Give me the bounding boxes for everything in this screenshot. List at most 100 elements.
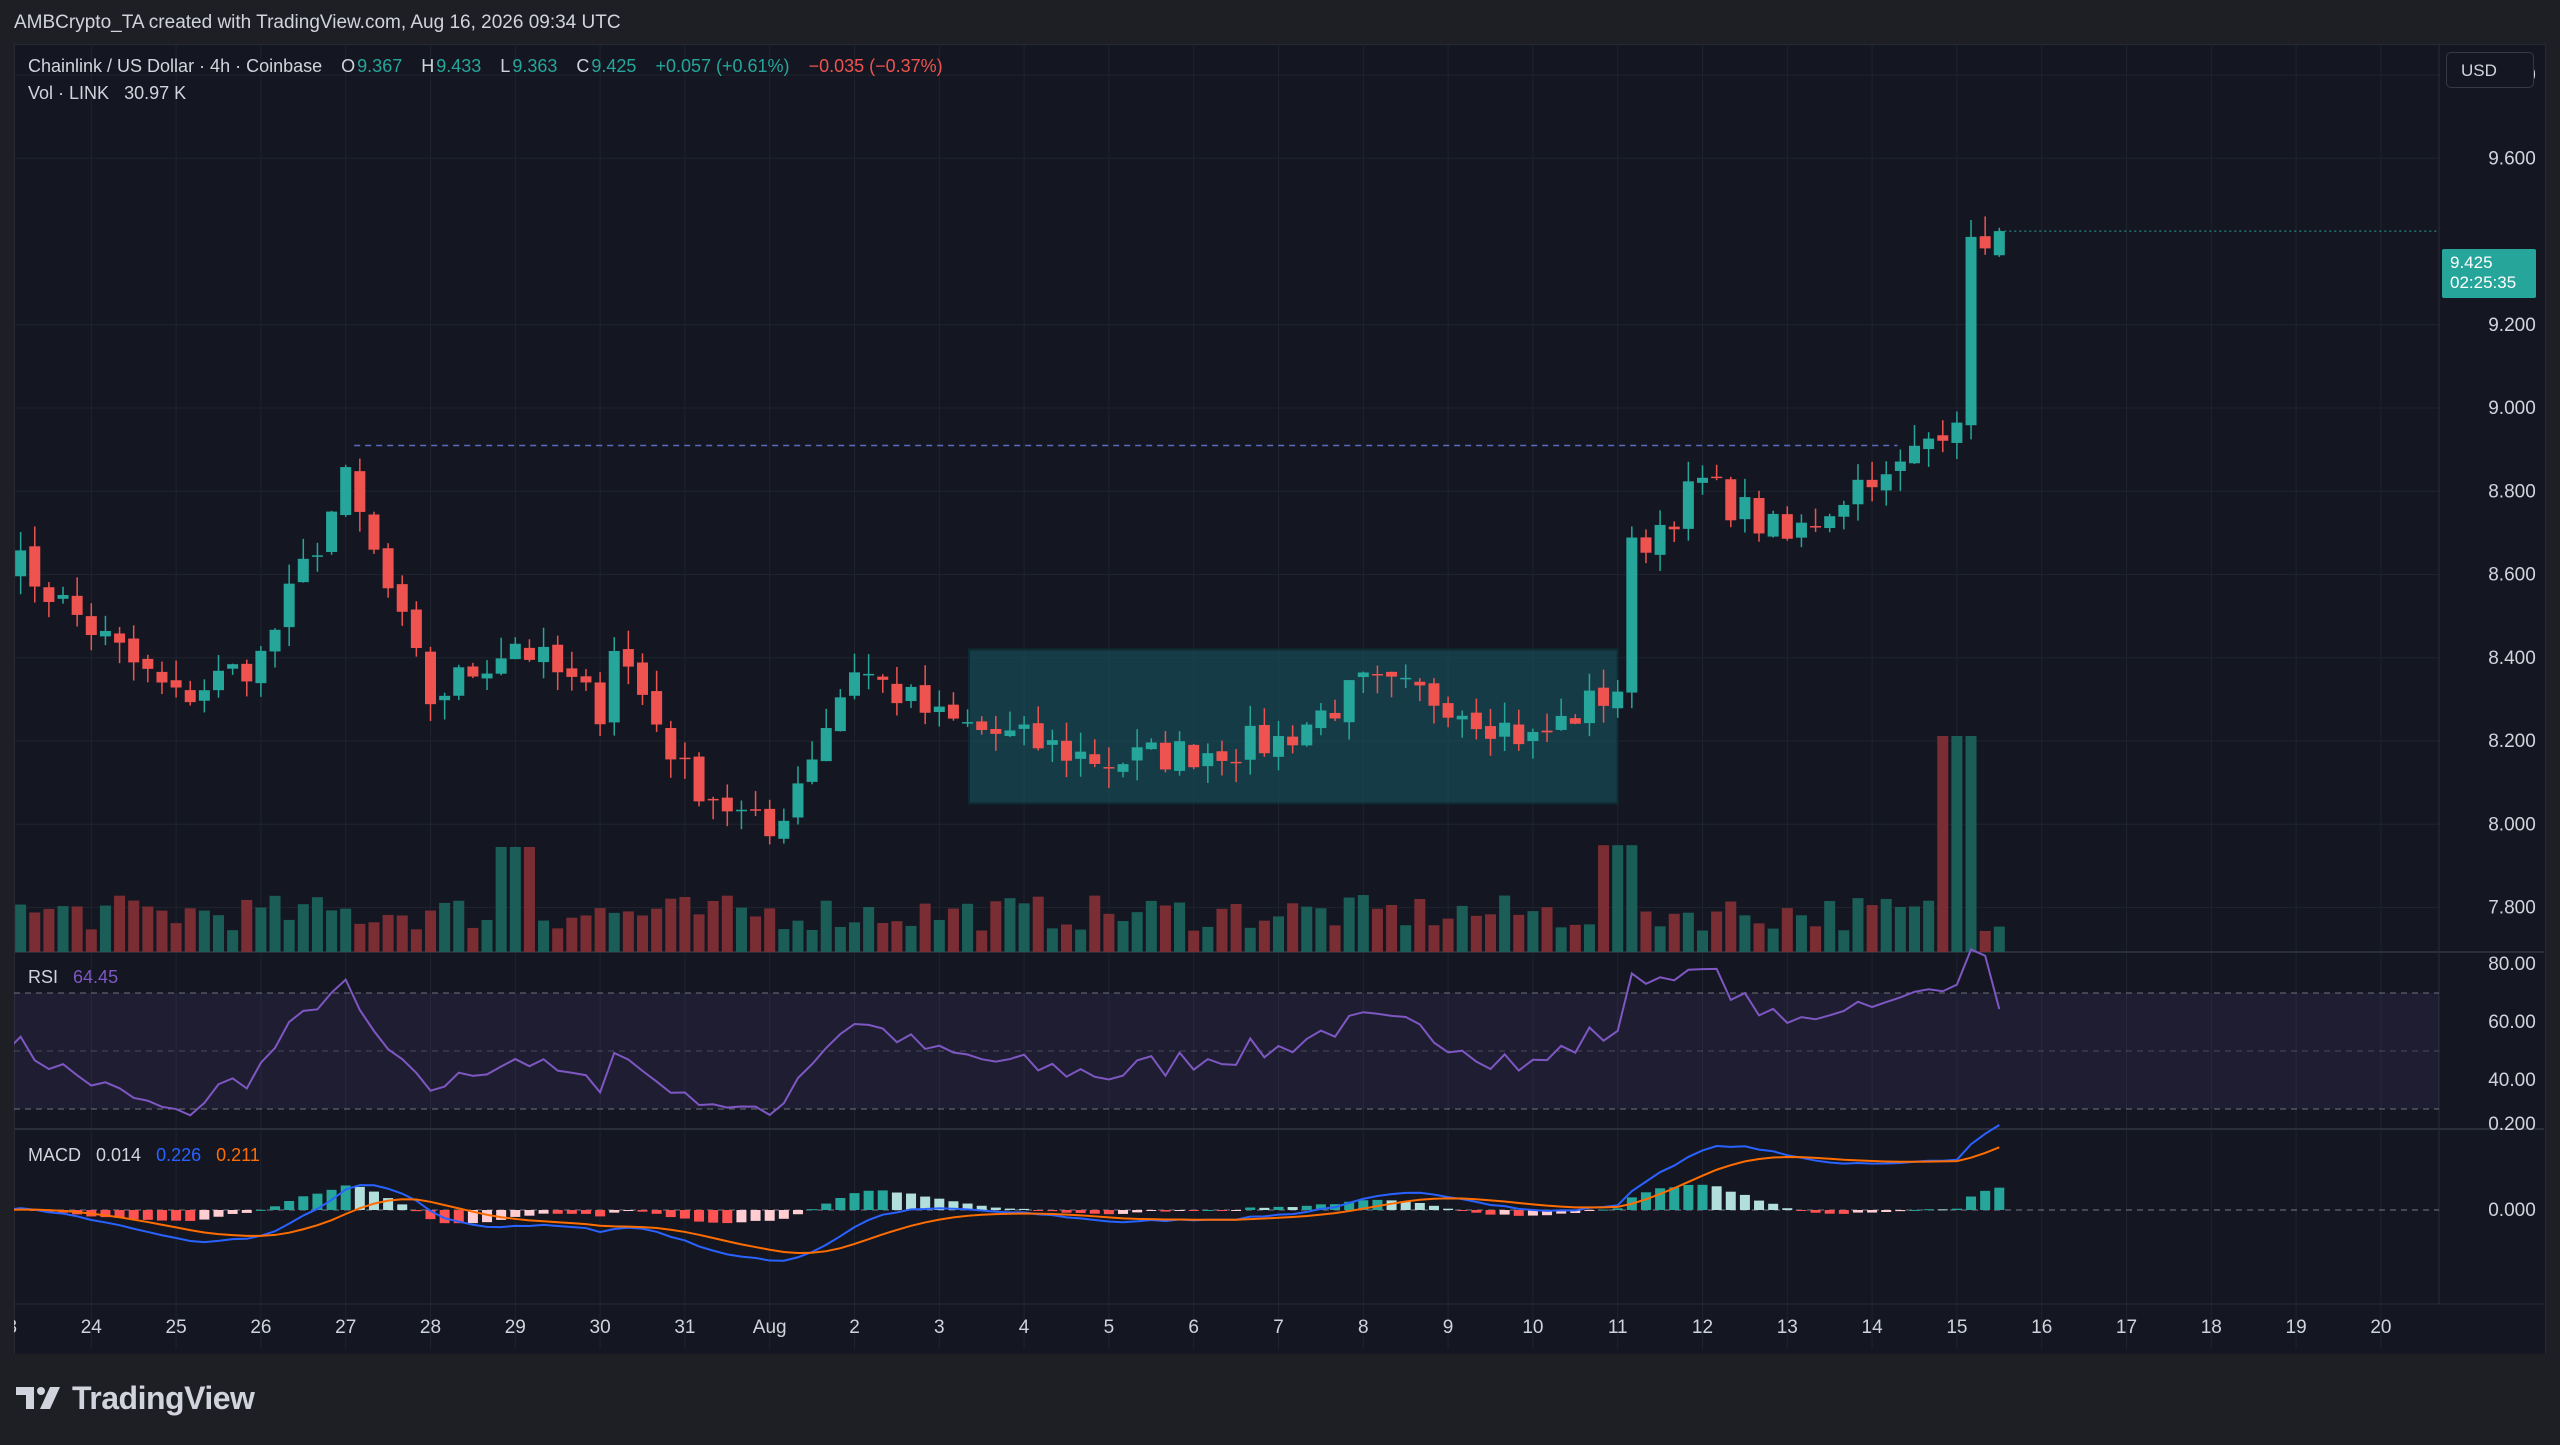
macd-histogram-bar [185, 1210, 196, 1221]
time-tick-label: 11 [1608, 1317, 1628, 1338]
macd-histogram-bar [934, 1198, 945, 1210]
time-tick-label: Aug [753, 1317, 787, 1338]
volume-bar [1202, 926, 1214, 952]
time-tick-label: 23 [14, 1317, 17, 1338]
chart-canvas[interactable]: 9.8009.6009.2009.0008.8008.6008.4008.200… [14, 44, 2544, 1354]
candle [1273, 720, 1284, 771]
macd-histogram-bar [1937, 1209, 1948, 1211]
candle-body [184, 690, 196, 703]
macd-histogram-bar [1542, 1210, 1553, 1216]
volume-bar [1795, 915, 1807, 952]
volume-bar [241, 899, 253, 952]
candle [1767, 510, 1779, 538]
volume-bar [1824, 901, 1836, 952]
volume-label[interactable]: Vol · LINK [28, 83, 110, 103]
macd-histogram-bar [1923, 1209, 1934, 1211]
candle-body [792, 783, 804, 818]
candle [213, 655, 224, 698]
brand-name: TradingView [72, 1379, 255, 1416]
volume-bar [1075, 929, 1087, 952]
volume-bar [269, 895, 281, 952]
candle-body [354, 471, 366, 512]
candle [241, 659, 253, 697]
volume-bar [1598, 845, 1610, 952]
macd-histogram-bar [453, 1210, 464, 1224]
rsi-legend: RSI 64.45 [28, 967, 118, 988]
tradingview-logo[interactable]: TradingView [16, 1378, 255, 1418]
candle-body [1386, 671, 1398, 677]
candle [1117, 762, 1129, 778]
candle [1979, 216, 1991, 255]
low-label: L [500, 56, 511, 76]
candle [1612, 679, 1624, 718]
candle-body [1343, 680, 1355, 723]
macd-histogram-bar [552, 1210, 563, 1214]
candle [1499, 702, 1511, 752]
macd-value-2: 0.226 [156, 1145, 202, 1165]
currency-button[interactable]: USD [2446, 52, 2534, 88]
macd-histogram-bar [467, 1210, 478, 1224]
candle-body [283, 583, 295, 628]
volume-bar [538, 920, 550, 952]
macd-histogram-bar [1782, 1208, 1793, 1210]
candle-body [1866, 479, 1878, 488]
price-tick-label: 7.800 [2488, 898, 2536, 919]
macd-histogram-bar [1019, 1208, 1030, 1210]
macd-histogram-bar [580, 1210, 591, 1214]
macd-histogram-bar [284, 1201, 295, 1210]
candle [1866, 461, 1878, 502]
volume-bar [1541, 907, 1553, 952]
volume-bar [410, 929, 422, 952]
macd-histogram-bar [976, 1205, 987, 1210]
volume-bar [326, 910, 338, 952]
macd-histogram-bar [821, 1203, 832, 1210]
candle-body [1583, 690, 1595, 724]
volume-bar [1089, 895, 1101, 952]
candle-body [651, 691, 663, 725]
candle [1909, 425, 1920, 465]
candle [552, 635, 564, 691]
volume-bar [735, 907, 747, 952]
price-tick-label: 8.000 [2488, 814, 2536, 835]
candle [1315, 703, 1327, 736]
macd-line [14, 1124, 2000, 1262]
volume-bar [1513, 914, 1525, 952]
time-tick-label: 29 [505, 1317, 526, 1338]
candle [1329, 699, 1341, 722]
candle [297, 538, 309, 583]
volume-bar [1032, 896, 1044, 952]
volume-bar [863, 907, 875, 952]
macd-legend: MACD 0.014 0.226 0.211 [28, 1145, 260, 1166]
volume-bar [340, 908, 352, 952]
macd-label[interactable]: MACD [28, 1145, 81, 1165]
candle-body [1287, 736, 1299, 746]
rsi-label[interactable]: RSI [28, 967, 59, 987]
candle-body [622, 649, 634, 667]
candle [114, 626, 126, 664]
candle [919, 665, 931, 725]
macd-histogram-bar [1132, 1210, 1143, 1213]
time-tick-label: 27 [335, 1317, 356, 1338]
candle [1555, 698, 1567, 731]
macd-histogram-bar [863, 1190, 874, 1210]
volume-bar [368, 922, 380, 952]
volume-bar [1640, 911, 1652, 952]
macd-histogram-bar [1852, 1210, 1863, 1213]
candle [142, 654, 154, 683]
volume-bar [213, 915, 224, 952]
candle [538, 627, 550, 679]
candle [947, 692, 959, 721]
candle-body [1527, 731, 1539, 742]
symbol-name[interactable]: Chainlink / US Dollar · 4h · Coinbase [28, 56, 323, 76]
time-tick-label: 7 [1273, 1317, 1284, 1338]
macd-histogram-bar [1146, 1210, 1157, 1211]
macd-histogram-bar [1443, 1208, 1454, 1210]
candle [1541, 713, 1553, 743]
macd-histogram-bar [792, 1210, 803, 1215]
volume-bar [693, 914, 705, 952]
macd-histogram-bar [637, 1210, 648, 1212]
volume-bar [1711, 911, 1723, 952]
candle-body [269, 629, 281, 652]
candle [509, 637, 521, 660]
